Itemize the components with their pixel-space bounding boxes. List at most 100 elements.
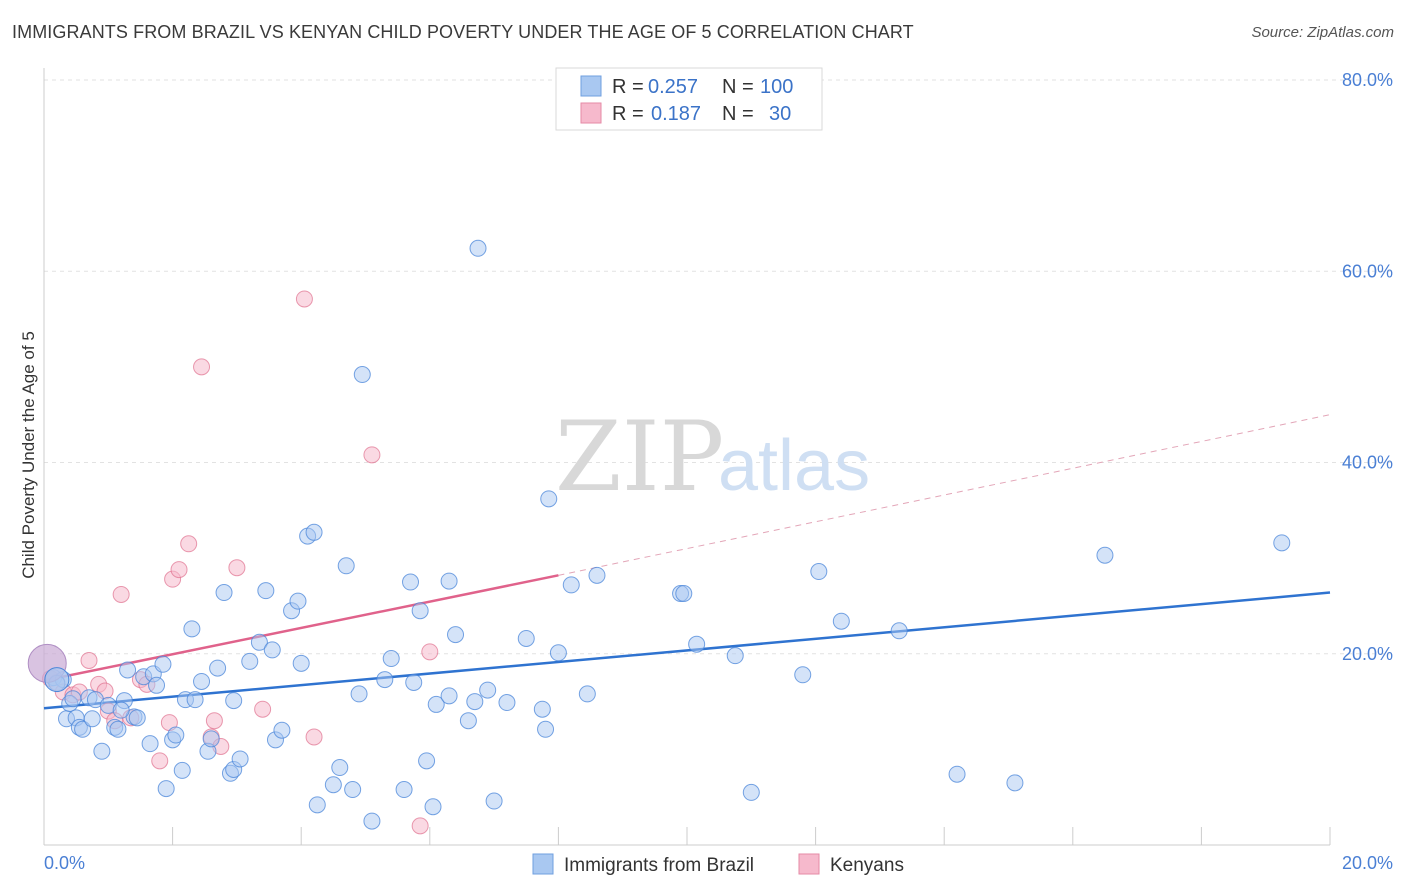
- point-brazil-38: [241, 652, 259, 670]
- point-brazil-34: [215, 584, 233, 602]
- bottom-legend-label-kenya: Kenyans: [830, 855, 904, 876]
- point-kenyans-27: [363, 446, 381, 464]
- point-brazil-6: [74, 720, 92, 738]
- y-tick-label-3: 80.0%: [1342, 70, 1393, 90]
- watermark-zip: ZIP: [555, 401, 724, 513]
- point-brazil-13: [109, 720, 127, 738]
- point-brazil-50: [324, 776, 342, 794]
- legend-n-label-brazil: N =: [722, 76, 754, 98]
- point-brazil-87: [742, 783, 760, 801]
- point-kenyans-17: [170, 561, 188, 579]
- point-brazil-51: [331, 759, 349, 777]
- point-brazil-70: [466, 693, 484, 711]
- point-brazil-19: [141, 735, 159, 753]
- point-brazil-98: [112, 701, 130, 719]
- point-brazil-69: [459, 712, 477, 730]
- point-kenyans-19: [193, 358, 211, 376]
- point-brazil-66: [440, 687, 458, 705]
- point-brazil-49: [308, 796, 326, 814]
- legend-swatch-brazil: [580, 75, 602, 97]
- point-brazil-52: [337, 557, 355, 575]
- point-brazil-58: [382, 650, 400, 668]
- legend-r-label-kenya: R =: [612, 103, 644, 125]
- point-brazil-29: [186, 691, 204, 709]
- point-brazil-46: [292, 654, 310, 672]
- point-brazil-63: [418, 752, 436, 770]
- point-brazil-89: [810, 563, 828, 581]
- point-brazil-21: [148, 676, 166, 694]
- point-brazil-55: [353, 366, 371, 384]
- point-brazil-62: [411, 602, 429, 620]
- point-brazil-73: [485, 792, 503, 810]
- point-brazil-81: [578, 685, 596, 703]
- point-brazil-32: [202, 730, 220, 748]
- legend-r-value-brazil: 0.257: [648, 76, 698, 98]
- point-brazil-37: [231, 750, 249, 768]
- point-kenyans-29: [421, 643, 439, 661]
- point-brazil-26: [173, 761, 191, 779]
- point-brazil-88: [794, 666, 812, 684]
- tick-layer: 20.0% 40.0% 60.0% 80.0% 0.0% 20.0%: [44, 70, 1393, 873]
- point-kenyans-18: [180, 535, 198, 553]
- point-brazil-97: [64, 690, 82, 708]
- point-brazil-8: [83, 710, 101, 728]
- point-kenyans-14: [151, 752, 169, 770]
- point-brazil-15: [119, 661, 137, 679]
- point-brazil-10: [93, 742, 111, 760]
- point-brazil-68: [447, 626, 465, 644]
- x-tick-label-1: 20.0%: [1342, 853, 1393, 873]
- point-brazil-90: [832, 612, 850, 630]
- point-brazil-80: [562, 576, 580, 594]
- point-brazil-74: [498, 694, 516, 712]
- point-brazil-53: [344, 781, 362, 799]
- x-tick-label-0: 0.0%: [44, 853, 85, 873]
- point-brazil-79: [549, 644, 567, 662]
- point-kenyans-26: [305, 728, 323, 746]
- point-brazil-30: [193, 672, 211, 690]
- point-kenyans-25: [295, 290, 313, 308]
- point-brazil-91: [890, 622, 908, 640]
- legend-r-label-brazil: R =: [612, 76, 644, 98]
- bottom-legend-swatch-kenya: [798, 853, 820, 875]
- point-brazil-40: [257, 582, 275, 600]
- point-brazil-28: [183, 620, 201, 638]
- point-brazil-99: [225, 692, 243, 710]
- point-brazil-17: [128, 709, 146, 727]
- point-brazil-78: [540, 490, 558, 508]
- point-brazil-71: [469, 239, 487, 257]
- point-brazil-94: [1096, 546, 1114, 564]
- legend-swatch-kenya: [580, 102, 602, 124]
- point-brazil-48: [305, 523, 323, 541]
- chart-source: Source: ZipAtlas.com: [1251, 24, 1394, 41]
- point-brazil-72: [479, 681, 497, 699]
- point-brazil-85: [688, 635, 706, 653]
- point-brazil-56: [363, 812, 381, 830]
- point-brazil-41: [263, 641, 281, 659]
- stats-legend: R = 0.257 N = 100 R = 0.187 N = 30: [555, 67, 823, 131]
- watermark: ZIP atlas: [555, 401, 870, 513]
- point-kenyans-21: [205, 712, 223, 730]
- point-kenyans-28: [411, 817, 429, 835]
- point-brazil-65: [427, 695, 445, 713]
- point-brazil-93: [1006, 774, 1024, 792]
- point-brazil-64: [424, 798, 442, 816]
- point-brazil-57: [376, 671, 394, 689]
- point-brazil-82: [588, 566, 606, 584]
- point-brazil-76: [533, 700, 551, 718]
- point-kenyans-5: [80, 651, 98, 669]
- large-point-1: [44, 667, 70, 693]
- point-brazil-43: [273, 721, 291, 739]
- point-brazil-59: [395, 781, 413, 799]
- point-brazil-75: [517, 629, 535, 647]
- point-brazil-23: [157, 780, 175, 798]
- point-brazil-33: [209, 659, 227, 677]
- axis-layer: [43, 68, 1331, 846]
- point-brazil-54: [350, 685, 368, 703]
- point-kenyans-23: [228, 559, 246, 577]
- y-tick-label-2: 60.0%: [1342, 261, 1393, 281]
- point-kenyans-10: [112, 585, 130, 603]
- y-axis-label: Child Poverty Under the Age of 5: [19, 331, 38, 579]
- legend-n-value-kenya: 30: [769, 103, 791, 125]
- point-brazil-22: [154, 655, 172, 673]
